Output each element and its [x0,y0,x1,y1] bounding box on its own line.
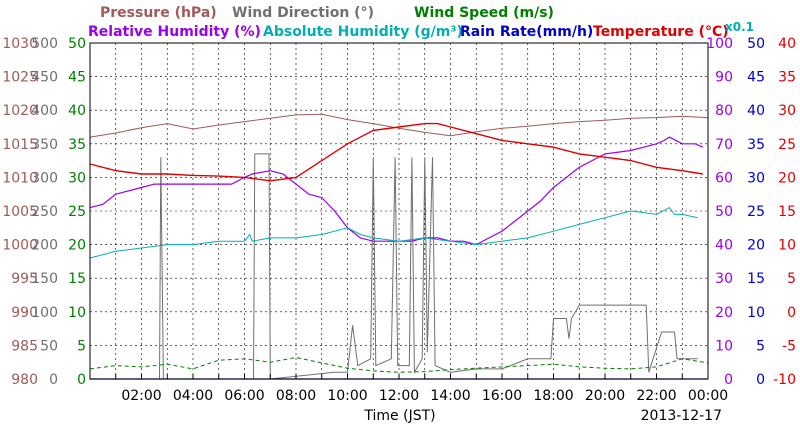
y-tick-rain-rate: 15 [747,271,765,287]
legend-rain-rate: Rain Rate(mm/h) [460,24,593,40]
y-tick-pressure: 990 [11,305,38,321]
x-tick-label: 18:00 [533,388,573,404]
y-tick-wind-speed: 5 [77,338,86,354]
y-tick-relative-humidity: 0 [724,372,733,388]
y-tick-wind-direction: 50 [40,338,58,354]
series-relative-humidity [89,206,698,259]
x-tick-label: 12:00 [379,388,419,404]
legend-absolute-humidity: Absolute Humidity (g/m³) [263,24,463,40]
y-tick-rain-rate: 35 [747,137,765,153]
y-tick-rain-rate: 10 [747,305,765,321]
x-tick-label: 16:00 [482,388,522,404]
series-temperature [89,122,704,182]
y-tick-temperature: -10 [773,372,796,388]
plot-grid [90,43,708,379]
y-tick-pressure: 1030 [2,36,38,52]
y-tick-temperature: 30 [778,103,796,119]
y-tick-wind-direction: 450 [31,70,58,86]
legend-relative-humidity: Relative Humidity (%) [88,24,261,40]
y-tick-wind-direction: 0 [49,372,58,388]
legend-wind-speed: Wind Speed (m/s) [414,5,554,21]
y-tick-pressure: 985 [11,338,38,354]
y-tick-relative-humidity: 50 [715,204,733,220]
y-tick-temperature: 20 [778,170,796,186]
x-tick-label: 04:00 [173,388,213,404]
y-tick-rain-rate: 50 [747,36,765,52]
y-tick-wind-direction: 150 [31,271,58,287]
y-tick-pressure: 995 [11,271,38,287]
y-tick-pressure: 1025 [2,70,38,86]
y-tick-relative-humidity: 90 [715,70,733,86]
y-tick-rain-rate: 40 [747,103,765,119]
legend-wind-direction: Wind Direction (°) [232,5,374,21]
y-tick-rain-rate: 45 [747,70,765,86]
y-tick-relative-humidity: 40 [715,238,733,254]
axis-ticks: 02:00 04:00 06:00 08:00 10:00 12:00 14:00 16:00… [2,36,796,404]
y-tick-wind-direction: 350 [31,137,58,153]
y-tick-relative-humidity: 60 [715,170,733,186]
y-tick-rain-rate: 20 [747,238,765,254]
y-tick-wind-speed: 50 [68,36,86,52]
y-tick-temperature: 0 [787,305,796,321]
legend-pressure: Pressure (hPa) [100,5,217,21]
x-tick-label: 10:00 [327,388,367,404]
y-tick-wind-speed: 20 [68,238,86,254]
y-tick-temperature: 10 [778,238,796,254]
series-wind-speed [89,356,709,373]
y-tick-temperature: 40 [778,36,796,52]
y-tick-relative-humidity: 70 [715,137,733,153]
series-pressure [89,113,709,138]
x-tick-label: 20:00 [585,388,625,404]
y-tick-wind-speed: 0 [77,372,86,388]
y-tick-wind-direction: 250 [31,204,58,220]
y-tick-pressure: 1015 [2,137,38,153]
x-tick-label: 14:00 [430,388,470,404]
y-tick-relative-humidity: 80 [715,103,733,119]
y-tick-wind-speed: 30 [68,170,86,186]
y-tick-rain-rate: 5 [756,338,765,354]
y-tick-wind-direction: 100 [31,305,58,321]
y-tick-temperature: -5 [782,338,796,354]
y-tick-wind-speed: 15 [68,271,86,287]
y-tick-rain-rate: 30 [747,170,765,186]
y-tick-wind-direction: 300 [31,170,58,186]
x-tick-label: 06:00 [224,388,264,404]
date-label: 2013-12-17 [641,408,722,424]
y-tick-wind-direction: 200 [31,238,58,254]
y-tick-wind-direction: 400 [31,103,58,119]
y-tick-temperature: 5 [787,271,796,287]
y-tick-relative-humidity: 30 [715,271,733,287]
y-tick-relative-humidity: 20 [715,305,733,321]
y-tick-wind-speed: 35 [68,137,86,153]
y-tick-pressure: 1010 [2,170,38,186]
series-relative-humidity [89,136,704,246]
y-tick-relative-humidity: 100 [706,36,733,52]
y-tick-pressure: 1005 [2,204,38,220]
y-tick-temperature: 15 [778,204,796,220]
y-tick-wind-speed: 40 [68,103,86,119]
y-tick-wind-speed: 25 [68,204,86,220]
legend-abs-humidity-scale: x0.1 [725,20,754,34]
x-tick-label: 08:00 [276,388,316,404]
y-tick-wind-direction: 500 [31,36,58,52]
y-tick-wind-speed: 45 [68,70,86,86]
y-tick-temperature: 35 [778,70,796,86]
y-tick-rain-rate: 0 [756,372,765,388]
y-tick-wind-speed: 10 [68,305,86,321]
y-tick-pressure: 980 [11,372,38,388]
y-tick-pressure: 1020 [2,103,38,119]
y-tick-rain-rate: 25 [747,204,765,220]
y-tick-relative-humidity: 10 [715,338,733,354]
legend-temperature: Temperature (°C) [593,24,729,40]
x-tick-label: 22:00 [636,388,676,404]
x-axis-label: Time (JST) [363,408,435,424]
x-tick-label: 00:00 [688,388,728,404]
x-tick-label: 02:00 [121,388,161,404]
y-tick-temperature: 25 [778,137,796,153]
y-tick-pressure: 1000 [2,238,38,254]
series-wind-direction [90,153,698,380]
